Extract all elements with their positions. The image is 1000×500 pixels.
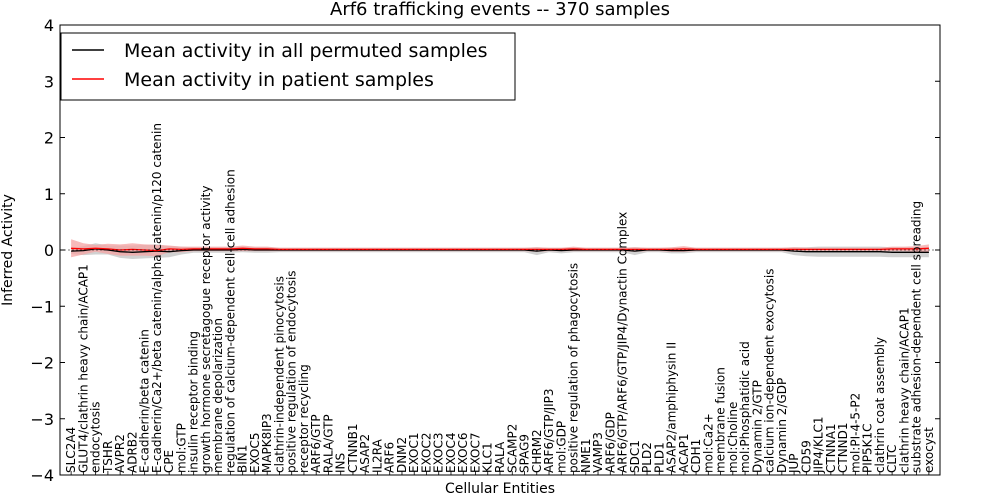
line-patient <box>71 247 929 252</box>
x-tick-label: ADRB2 <box>125 431 139 473</box>
x-tick-label: ARF6/GTP/JIP3 <box>542 388 556 473</box>
x-tick-label: EXOC7 <box>469 433 483 473</box>
y-tick-label: −1 <box>30 297 54 316</box>
x-tick-label: RALA/GTP <box>322 414 336 473</box>
x-tick-label: CTNNB1 <box>346 424 360 474</box>
x-tick-label: exocyst <box>922 427 936 473</box>
x-tick-label: Dynamin 2/GDP <box>775 378 789 473</box>
x-tick-label: EXOC3 <box>432 432 446 473</box>
x-tick-label: BIN1 <box>236 445 250 473</box>
x-tick-label: regulation of calcium-dependent cell-cel… <box>223 169 237 473</box>
x-tick-label: MAPK8IP3 <box>260 413 274 473</box>
x-tick-label: substrate adhesion-dependent cell spread… <box>910 201 924 473</box>
x-tick-label: RALA <box>493 441 507 473</box>
y-tick-label: 3 <box>44 72 54 91</box>
x-tick-label: ARF6 <box>383 442 397 473</box>
x-tick-label: ARF6/GTP/ARF6/GTP/JIP4/Dynactin Complex <box>616 212 630 473</box>
x-tick-label: clathrin coat assembly <box>873 337 887 473</box>
y-axis-label: Inferred Activity <box>0 194 16 306</box>
x-tick-label: ARF6/GDP <box>603 412 617 473</box>
x-tick-label: E-cadherin/Ca2+/beta catenin/alpha caten… <box>150 123 164 473</box>
x-tick-label: mol:GDP <box>554 421 568 473</box>
x-tick-label: calcium ion-dependent exocytosis <box>763 269 777 474</box>
x-tick-label: INS <box>334 453 348 473</box>
x-tick-label: receptor recycling <box>297 364 311 473</box>
x-tick-label: mol:Ca2+ <box>701 413 715 473</box>
x-tick-label: SPAG9 <box>518 434 532 473</box>
y-tick-label: −3 <box>30 410 54 429</box>
x-tick-label: E-cadherin/beta catenin <box>138 329 152 473</box>
x-tick-label: mol:PI-4-5-P2 <box>848 393 862 473</box>
x-tick-label: NME1 <box>579 438 593 473</box>
x-tick-label: CPE <box>162 450 176 473</box>
y-tick-label: 4 <box>44 16 54 35</box>
x-tick-label: CLTC <box>885 445 899 473</box>
x-tick-label: membrane fusion <box>714 367 728 473</box>
x-tick-label: JIP4/KLC1 <box>812 416 826 474</box>
band-permuted <box>71 243 929 259</box>
x-tick-label: EXOC5 <box>248 432 262 473</box>
x-tick-label: ASAP2 <box>358 434 372 473</box>
x-tick-label: DNM2 <box>395 437 409 473</box>
confidence-bands <box>71 239 929 259</box>
x-tick-label: ARF6/GTP <box>309 414 323 473</box>
x-tick-label: mol:GTP <box>174 423 188 473</box>
y-tick-label: 2 <box>44 129 54 148</box>
x-tick-label: clathrin-independent pinocytosis <box>272 276 286 473</box>
x-tick-label: CD59 <box>799 440 813 473</box>
x-tick-label: VAMP3 <box>591 432 605 473</box>
x-tick-label: PIP5K1C <box>861 423 875 473</box>
x-tick-label: SLC2A4 <box>64 427 78 473</box>
x-tick-label: ASAP2/amphiphysin II <box>665 342 679 473</box>
x-tick-label: Dynamin 2/GTP <box>750 380 764 473</box>
legend-label-permuted: Mean activity in all permuted samples <box>124 40 487 62</box>
x-tick-label: IL2RA <box>371 438 385 473</box>
plot-frame <box>59 24 941 476</box>
x-tick-label: ACAP1 <box>677 434 691 473</box>
x-tick-label: CDH1 <box>689 439 703 473</box>
legend-box <box>60 32 516 101</box>
x-tick-label: positive regulation of phagocytosis <box>567 263 581 473</box>
x-tick-label: CTNNA1 <box>824 423 838 473</box>
x-tick-label: membrane depolarization <box>211 318 225 473</box>
y-axis: −4 −3 −2 −1 0 1 2 3 4 <box>30 16 940 485</box>
x-tick-label: positive regulation of endocytosis <box>285 270 299 473</box>
x-tick-label: KLC1 <box>481 442 495 473</box>
chart-title: Arf6 trafficking events -- 370 samples <box>330 0 670 20</box>
y-tick-label: 0 <box>44 241 54 260</box>
x-tick-label: CHRM2 <box>530 429 544 473</box>
x-tick-label: PLD2 <box>640 442 654 473</box>
x-tick-label: TSHR <box>101 441 115 474</box>
x-tick-label: JUP <box>787 453 801 474</box>
x-tick-label: EXOC2 <box>420 433 434 474</box>
x-tick-label: GLUT4/clathrin heavy chain/ACAP1 <box>76 264 90 473</box>
legend: Mean activity in all permuted samples Me… <box>60 32 516 101</box>
x-tick-label: clathrin heavy chain/ACAP1 <box>897 307 911 473</box>
x-tick-label: mol:Phosphatidic acid <box>738 341 752 473</box>
x-tick-label: mol:Choline <box>726 402 740 473</box>
y-tick-label: −4 <box>30 466 54 485</box>
x-tick-label: SDC1 <box>628 440 642 473</box>
x-tick-label: EXOC1 <box>407 432 421 473</box>
x-tick-label: SCAMP2 <box>505 424 519 473</box>
x-tick-label: PLD1 <box>652 442 666 473</box>
legend-label-patient: Mean activity in patient samples <box>124 69 434 91</box>
x-tick-label: CTNND1 <box>836 422 850 473</box>
x-tick-label: growth hormone secretagogue receptor act… <box>199 186 213 473</box>
band-patient <box>71 239 929 258</box>
x-axis-label: Cellular Entities <box>445 481 555 497</box>
x-tick-label: EXOC6 <box>456 432 470 473</box>
x-tick-label: AVPR2 <box>113 434 127 473</box>
x-tick-label: endocytosis <box>89 401 103 473</box>
x-tick-label: insulin receptor binding <box>187 331 201 473</box>
x-tick-label: EXOC4 <box>444 433 458 474</box>
y-tick-label: 1 <box>44 185 54 204</box>
y-tick-label: −2 <box>30 354 54 373</box>
